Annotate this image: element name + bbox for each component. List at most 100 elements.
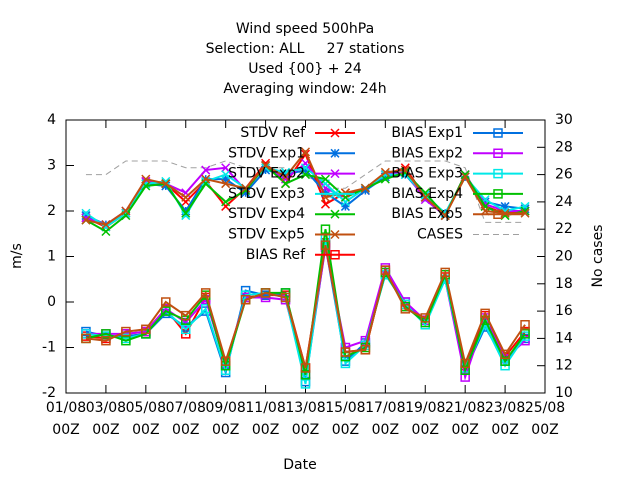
x-tick-label: 03/08 00Z (85, 400, 127, 438)
legend-label: BIAS Exp3 (391, 166, 463, 182)
x-tick-label: 17/08 00Z (365, 400, 406, 438)
legend-marker-shape (493, 148, 503, 159)
y2-tick-label: 12 (555, 358, 573, 374)
y-tick-label: 2 (47, 203, 56, 219)
marker (141, 324, 151, 335)
legend-marker-shape (330, 128, 340, 138)
marker (121, 206, 131, 216)
marker (380, 265, 391, 275)
y2-tick-label: 28 (555, 139, 573, 155)
marker (260, 288, 271, 298)
marker (320, 199, 330, 209)
marker (340, 188, 350, 198)
legend-label: BIAS Exp5 (391, 206, 463, 222)
marker (161, 181, 171, 191)
x-tick-label: 07/08 00Z (165, 400, 206, 438)
marker (520, 208, 530, 218)
legend-label: STDV Exp3 (228, 186, 305, 202)
x-tick-label: 21/08 00Z (444, 400, 486, 438)
marker (220, 356, 231, 366)
marker (300, 370, 311, 380)
marker (101, 329, 111, 339)
chart-subtitle: Averaging window: 24h (223, 81, 386, 97)
marker (181, 192, 191, 202)
marker (81, 333, 91, 344)
legend-marker (330, 209, 340, 219)
marker (121, 335, 131, 346)
marker (300, 163, 311, 173)
legend-marker-shape (493, 128, 503, 138)
marker (81, 208, 91, 218)
x-tick-label: 09/08 00Z (205, 400, 246, 438)
y2-tick-label: 22 (555, 221, 573, 237)
y2-axis-label: No cases (590, 225, 606, 288)
marker (320, 224, 331, 234)
y-axis-label: m/s (9, 243, 25, 269)
marker (200, 288, 211, 298)
legend-marker-shape (493, 168, 503, 179)
marker (280, 292, 291, 303)
legend-marker (330, 250, 340, 260)
marker (221, 170, 231, 180)
marker (460, 365, 470, 375)
marker (181, 211, 191, 221)
y2-tick-label: 14 (555, 330, 573, 346)
marker (181, 324, 191, 335)
legend-label: STDV Exp2 (228, 166, 305, 182)
x-tick-label: 13/08 00Z (285, 400, 326, 438)
legend-label: STDV Ref (240, 125, 306, 141)
marker (340, 201, 350, 211)
marker (121, 326, 131, 337)
chart-title: Wind speed 500hPa (236, 21, 374, 37)
marker (320, 188, 330, 198)
marker (300, 363, 311, 373)
marker (221, 163, 231, 173)
legend-marker (330, 189, 340, 199)
y-tick-label: -1 (42, 340, 56, 356)
legend-marker (330, 148, 340, 158)
marker (181, 310, 191, 321)
y2-tick-label: 26 (555, 167, 573, 183)
legend-marker-shape (493, 209, 503, 219)
y2-tick-label: 10 (555, 385, 573, 401)
legend-marker-shape (330, 209, 340, 219)
marker (320, 174, 330, 184)
y2-tick-label: 30 (555, 112, 573, 128)
marker (161, 297, 171, 307)
marker (300, 147, 311, 157)
legend-marker (330, 128, 340, 138)
y2-tick-label: 24 (555, 194, 573, 210)
chart-subtitle: Used {00} + 24 (248, 61, 362, 77)
marker (420, 192, 430, 202)
x-tick-label: 05/08 00Z (125, 400, 166, 438)
chart-subtitle: Selection: ALL 27 stations (206, 41, 405, 57)
x-tick-label: 19/08 00Z (405, 400, 446, 438)
legend-label: STDV Exp1 (228, 145, 305, 161)
marker (440, 267, 450, 278)
marker (360, 183, 370, 193)
y-tick-label: 0 (47, 294, 56, 310)
marker (81, 211, 91, 221)
marker (300, 165, 311, 175)
x-tick-label: 01/08 00Z (45, 400, 87, 438)
marker (340, 358, 351, 369)
legend-marker-shape (330, 189, 340, 199)
legend-marker-shape (330, 250, 340, 260)
marker (300, 379, 311, 389)
x-tick-label: 25/08 00Z (524, 400, 566, 438)
series-line (85, 244, 526, 382)
marker (221, 179, 231, 189)
marker (460, 372, 470, 382)
marker (360, 185, 370, 196)
marker (240, 294, 251, 305)
y-tick-label: 3 (47, 158, 56, 174)
legend-marker (493, 148, 503, 159)
legend-marker (493, 128, 503, 138)
marker (241, 183, 251, 193)
marker (221, 197, 231, 207)
series-line (85, 229, 526, 376)
marker (340, 347, 351, 357)
series-line (85, 247, 526, 381)
